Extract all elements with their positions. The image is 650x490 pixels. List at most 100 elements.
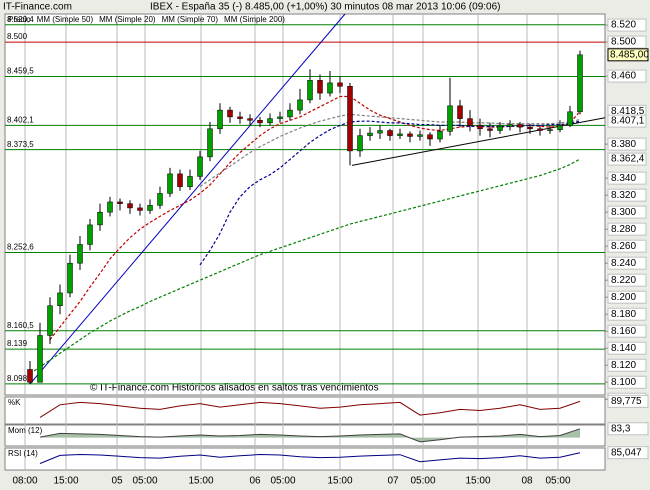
candle-body: [317, 80, 323, 94]
candle-body: [147, 205, 153, 211]
watermark: © IT-Finance.com Históricos alisados en …: [90, 383, 379, 394]
y-tick-box: [607, 239, 647, 253]
x-tick-label: 05: [111, 476, 123, 487]
level-label: 8.402,1: [7, 115, 34, 124]
candle-body: [157, 193, 163, 206]
legend-entry: MM (Simple 20): [99, 15, 156, 24]
candle-body: [187, 176, 193, 187]
y-tick-label: 8.220: [611, 275, 636, 286]
indicator-value-box: [607, 446, 649, 460]
y-tick-box: [607, 222, 647, 236]
y-tick-label: 8.180: [611, 309, 636, 320]
candle-body: [527, 126, 533, 130]
candle-body: [47, 305, 53, 336]
indicator-panel: [4, 447, 606, 471]
y-tick-box: [607, 205, 647, 219]
y-tick-box: [607, 358, 647, 372]
candle-body: [307, 80, 313, 101]
y-tick-label: 8.160: [611, 326, 636, 337]
chart-title: IBEX - España 35 (-) 8.485,00 (+1,00%) 3…: [150, 2, 500, 13]
moving-average: [49, 95, 581, 341]
indicator-name: RSI (14): [8, 449, 38, 458]
y-tick-label: 8.140: [611, 343, 636, 354]
candle-body: [267, 118, 273, 124]
candle-body: [567, 111, 573, 126]
candle-body: [57, 292, 63, 306]
y-tick-label: 8.280: [611, 224, 636, 235]
candle-body: [227, 109, 233, 118]
level-label: 8.139: [7, 339, 28, 348]
candle-body: [407, 133, 413, 137]
candle-body: [117, 201, 123, 204]
ma-value-label: 8.362,4: [611, 154, 645, 165]
indicator-name: Mom (12): [8, 426, 43, 435]
candle-body: [547, 129, 553, 131]
y-tick-label: 8.320: [611, 190, 636, 201]
y-tick-label: 8.120: [611, 360, 636, 371]
level-label: 8.520,4: [7, 15, 34, 24]
moving-average: [199, 113, 581, 188]
indicator-panel: [4, 396, 606, 425]
candle-body: [397, 133, 403, 136]
moving-average: [29, 158, 581, 375]
candle-body: [417, 134, 423, 137]
candle-body: [207, 128, 213, 158]
x-tick-label: 15:00: [188, 476, 213, 487]
candle-body: [377, 130, 383, 134]
y-tick-box: [607, 324, 647, 338]
y-tick-box: [607, 307, 647, 321]
level-label: 8.160,5: [7, 321, 34, 330]
candle-body: [27, 369, 33, 383]
indicator-value-box: [607, 422, 649, 436]
x-tick-label: 05:00: [132, 476, 157, 487]
candle-body: [447, 105, 453, 132]
legend-entry: MM (Simple 200): [224, 15, 285, 24]
candle-body: [327, 82, 333, 94]
y-tick-box: [607, 375, 647, 389]
indicator-value-box: [607, 394, 649, 408]
candle-body: [167, 173, 173, 194]
candle-body: [87, 224, 93, 245]
y-tick-label: 8.100: [611, 377, 636, 388]
indicator-value: 85,047: [611, 447, 642, 458]
candle-body: [37, 335, 43, 383]
candle-body: [357, 135, 363, 152]
x-tick-label: 15:00: [327, 476, 352, 487]
site-name: IT-Finance.com: [3, 2, 72, 13]
candle-body: [137, 207, 143, 211]
y-tick-box: [607, 341, 647, 355]
indicator-line: [39, 452, 581, 464]
y-tick-label: 8.240: [611, 258, 636, 269]
y-tick-box: [607, 188, 647, 202]
ma-value-label: 8.418,5: [611, 106, 645, 117]
level-label: 8.500: [7, 32, 28, 41]
level-label: 8.098,1: [7, 374, 34, 383]
level-label: 8.252,6: [7, 243, 34, 252]
legend-entry: MM (Simple 70): [162, 15, 219, 24]
candle-body: [77, 244, 83, 264]
y-tick-label: 8.380: [611, 139, 636, 150]
candle-body: [487, 128, 493, 131]
indicator-value: 83,3: [611, 423, 631, 434]
candle-body: [427, 134, 433, 140]
y-tick-box: [607, 273, 647, 287]
x-tick-label: 15:00: [53, 476, 78, 487]
x-tick-label: 06: [249, 476, 261, 487]
y-tick-box: [607, 171, 647, 185]
level-label: 8.459,5: [7, 67, 34, 76]
y-tick-box: [607, 69, 647, 83]
candle-body: [107, 201, 113, 213]
candle-body: [497, 126, 503, 131]
y-tick-label: 8.460: [611, 71, 636, 82]
x-tick-label: 05:00: [270, 476, 295, 487]
x-tick-label: 05:00: [545, 476, 570, 487]
candle-body: [577, 54, 583, 113]
last-price-box: [607, 48, 649, 62]
candle-body: [277, 116, 283, 119]
y-tick-box: [607, 256, 647, 270]
ma-value-box: [607, 152, 647, 166]
candle-body: [387, 130, 393, 136]
last-price-label: 8.485,00: [610, 49, 649, 60]
legend-entry: MM (Simple 50): [37, 15, 94, 24]
